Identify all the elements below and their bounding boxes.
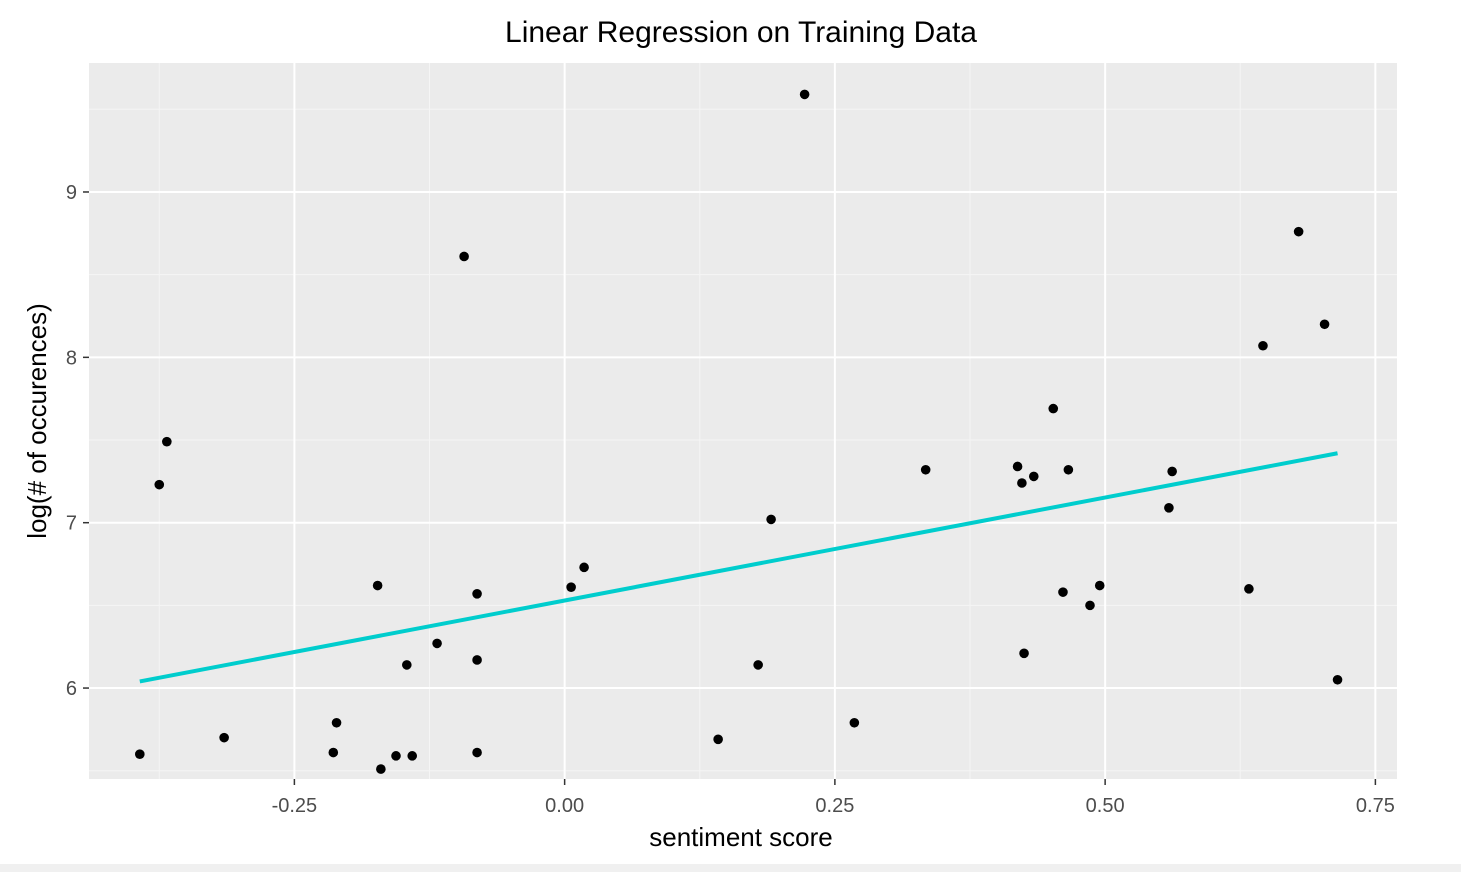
data-point	[472, 655, 482, 665]
data-point	[1085, 600, 1095, 611]
data-point	[459, 251, 469, 262]
data-point	[402, 660, 412, 670]
y-tick-label: 7	[66, 513, 77, 535]
chart-title: Linear Regression on Training Data	[505, 16, 977, 49]
axis-ticks: -0.25 0.00 0.25 0.50 0.75 6 7 8 9	[66, 182, 1395, 817]
data-point	[1244, 584, 1254, 594]
plot-panel	[89, 63, 1397, 779]
data-point	[472, 747, 482, 758]
grid-lines	[89, 63, 1397, 779]
data-point	[753, 660, 763, 670]
bottom-strip	[0, 864, 1461, 872]
y-axis-label: log(# of occurences)	[22, 303, 52, 539]
data-point	[154, 479, 165, 490]
data-point	[849, 717, 860, 728]
data-point	[1019, 648, 1029, 659]
data-point	[579, 562, 589, 573]
x-axis-label: sentiment score	[649, 822, 833, 852]
data-point	[1293, 226, 1304, 237]
y-tick-label: 8	[66, 347, 77, 369]
data-point	[1164, 503, 1174, 513]
data-point	[1332, 674, 1343, 685]
data-point	[162, 436, 172, 447]
x-tick-label: 0.50	[1086, 795, 1125, 817]
x-tick-label: 0.75	[1356, 795, 1395, 817]
data-point	[766, 514, 776, 525]
data-point	[1319, 319, 1330, 330]
data-point	[372, 580, 383, 591]
data-point	[566, 582, 576, 592]
y-tick-label: 9	[66, 182, 77, 204]
data-point	[432, 638, 442, 649]
data-point	[376, 764, 386, 774]
data-point	[1063, 464, 1074, 475]
data-point	[799, 89, 810, 100]
data-point	[1058, 587, 1068, 597]
data-point	[1048, 403, 1059, 414]
data-point	[1028, 471, 1039, 482]
data-point	[1094, 580, 1105, 591]
data-point	[1258, 340, 1268, 351]
data-point	[920, 464, 931, 475]
y-tick-label: 6	[66, 678, 77, 700]
data-point	[1012, 461, 1023, 472]
data-point	[713, 734, 723, 745]
data-point	[1167, 466, 1177, 477]
data-point	[472, 588, 482, 599]
data-points	[135, 89, 1343, 774]
data-point	[219, 732, 229, 743]
regression-line	[139, 451, 1338, 684]
regression-line-layer	[139, 451, 1338, 684]
data-point	[328, 747, 339, 758]
data-point	[331, 717, 342, 728]
data-point	[135, 749, 145, 759]
data-point	[407, 751, 418, 761]
x-tick-label: 0.00	[545, 795, 584, 817]
data-point	[391, 751, 401, 761]
data-point	[1017, 478, 1027, 488]
x-tick-label: 0.25	[815, 795, 854, 817]
x-tick-label: -0.25	[272, 795, 318, 817]
